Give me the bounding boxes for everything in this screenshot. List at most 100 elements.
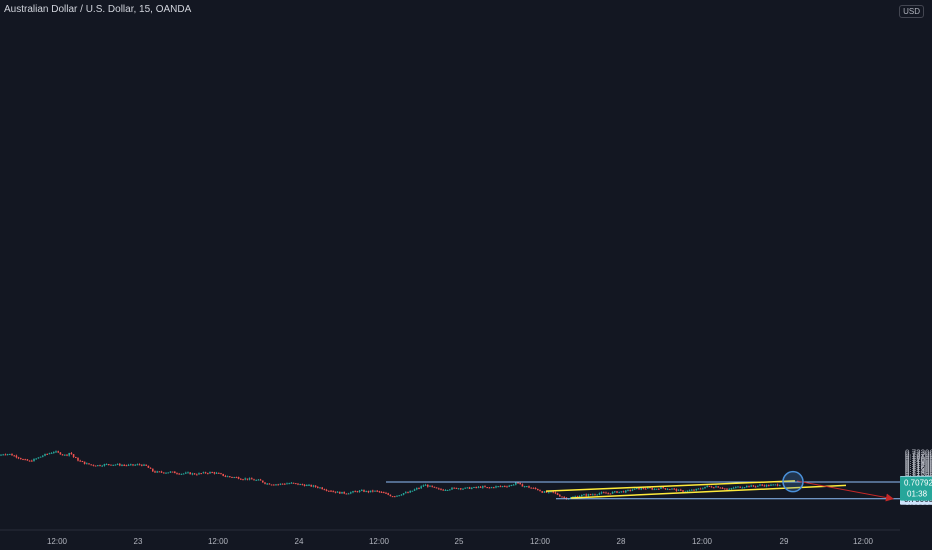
candle-body	[127, 464, 130, 466]
candle-body	[17, 457, 20, 459]
time-tick-label: 24	[295, 537, 304, 546]
candle-body	[457, 488, 460, 490]
time-axis[interactable]: 12:00 23 12:00 24 12:00 25 12:00 28 12:00 29 12:00	[0, 529, 900, 546]
channel-upper-line	[545, 480, 796, 492]
candle-body	[418, 488, 420, 490]
candle-body	[110, 464, 112, 466]
price-axis-bg	[900, 0, 932, 550]
candle-body	[231, 476, 233, 478]
candle-body	[26, 459, 29, 461]
candle-body	[132, 464, 134, 466]
candle-body	[438, 488, 440, 490]
candle-body	[180, 473, 183, 475]
candle-body	[152, 468, 154, 472]
candle-body	[655, 488, 658, 490]
candle-body	[235, 477, 238, 479]
candle-body	[732, 487, 735, 489]
candle-body	[196, 474, 198, 476]
candle-body	[299, 484, 301, 486]
candle-body	[343, 491, 345, 494]
candle-body	[255, 479, 257, 481]
candle-body	[669, 489, 671, 491]
candle-body	[757, 485, 759, 487]
candle-body	[581, 494, 583, 497]
candle-body	[99, 465, 101, 467]
candle-body	[191, 473, 194, 475]
candle-body	[693, 489, 695, 491]
price-tick-label: 0.71600	[905, 463, 932, 472]
candle-body	[339, 491, 341, 494]
candle-body	[554, 492, 557, 494]
candle-body	[233, 477, 235, 479]
candle-body	[70, 452, 73, 455]
candle-body	[466, 487, 469, 489]
candle-body	[57, 451, 59, 453]
candle-body	[213, 472, 216, 474]
candle-body	[416, 488, 418, 490]
candle-body	[147, 465, 150, 468]
candle-body	[378, 491, 381, 493]
candle-body	[264, 482, 266, 484]
candle-body	[750, 485, 752, 487]
candle-body	[699, 488, 702, 490]
candle-body	[695, 488, 697, 491]
candle-body	[627, 489, 629, 491]
candle-body	[440, 488, 442, 490]
candle-body	[534, 487, 537, 489]
candle-body	[517, 482, 519, 484]
candle-body	[737, 486, 739, 488]
candle-body	[446, 489, 449, 491]
candle-body	[464, 487, 466, 489]
candle-body	[149, 467, 152, 469]
candle-body	[66, 454, 68, 456]
candle-body	[64, 454, 66, 456]
candle-body	[20, 458, 22, 460]
candle-body	[123, 464, 125, 466]
time-tick-label: 12:00	[369, 537, 390, 546]
candle-body	[114, 464, 117, 466]
candle-body	[625, 490, 627, 493]
candle-body	[743, 487, 746, 489]
candle-body	[396, 495, 398, 497]
candle-body	[116, 463, 119, 465]
candle-body	[185, 472, 187, 474]
candle-body	[246, 478, 249, 480]
candle-body	[682, 490, 684, 492]
candle-body	[642, 488, 645, 490]
time-tick-label: 12:00	[208, 537, 229, 546]
candle-body	[501, 486, 504, 488]
candle-body	[479, 486, 482, 488]
candle-body	[55, 451, 57, 453]
candle-body	[510, 485, 513, 487]
candle-body	[158, 471, 161, 473]
candle-body	[508, 485, 510, 487]
candle-body	[455, 487, 458, 489]
time-tick-label: 28	[617, 537, 626, 546]
candle-body	[561, 496, 563, 498]
price-tick-label: 0.71200	[905, 471, 932, 480]
candle-body	[537, 488, 539, 491]
candle-body	[75, 457, 77, 459]
candle-body	[33, 458, 35, 462]
candle-body	[193, 473, 196, 475]
candle-body	[303, 484, 306, 487]
candle-body	[424, 484, 427, 486]
candle-body	[367, 490, 370, 493]
candle-body	[532, 487, 535, 489]
time-tick-label: 29	[780, 537, 789, 546]
candle-body	[600, 492, 603, 494]
candle-body	[526, 486, 528, 488]
candle-body	[352, 491, 354, 493]
candle-body	[28, 460, 31, 462]
candle-body	[442, 489, 444, 491]
candle-body	[374, 490, 376, 492]
price-axis[interactable]: 0.699000.700000.701000.702000.703000.704…	[900, 0, 932, 550]
price-tick-label: 0.71400	[905, 467, 932, 476]
candle-body	[248, 478, 251, 480]
candle-body	[385, 492, 387, 494]
candle-body	[468, 487, 471, 489]
candle-body	[585, 494, 587, 496]
time-tick-label: 12:00	[530, 537, 551, 546]
currency-selector[interactable]: USD	[899, 5, 924, 18]
